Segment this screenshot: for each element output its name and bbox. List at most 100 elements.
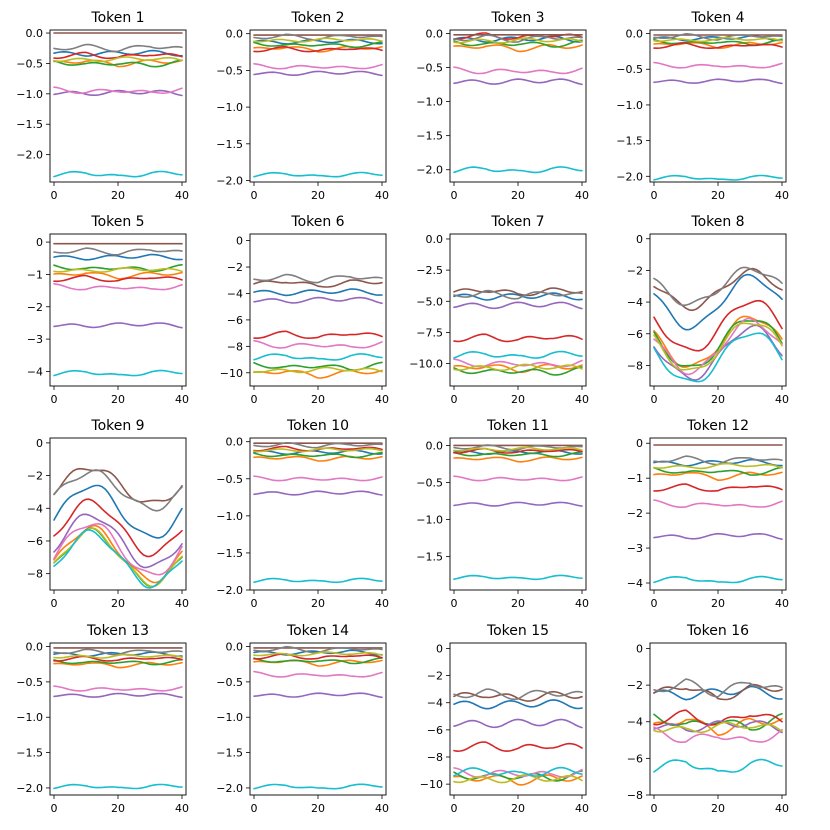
ytick-label: 0.0 [26, 641, 44, 654]
ytick-label: −7.5 [416, 326, 443, 339]
series-line-0 [53, 253, 183, 261]
series-line-0 [653, 458, 783, 467]
series-line-0 [253, 449, 383, 456]
ytick-label: −6 [627, 752, 643, 765]
series-line-2 [453, 39, 583, 48]
series-line-3 [453, 741, 583, 753]
xtick-label: 40 [575, 189, 589, 202]
xtick-label: 40 [575, 802, 589, 815]
xtick-label: 20 [311, 393, 325, 406]
plot-frame [449, 233, 587, 387]
series-line-8 [653, 721, 783, 734]
series-line-3 [53, 655, 183, 662]
series-line-6 [453, 475, 583, 482]
series-line-9 [53, 528, 183, 589]
xtick-label: 20 [511, 802, 525, 815]
series-line-9 [253, 577, 383, 584]
xtick-label: 20 [511, 597, 525, 610]
series-line-5 [253, 279, 383, 288]
ytick-label: −2 [427, 670, 443, 683]
ytick-label: −1 [627, 472, 643, 485]
xtick-label: 0 [651, 189, 658, 202]
panel-title: Token 15 [486, 623, 549, 639]
ytick-label: −10 [420, 778, 443, 791]
series-line-8 [253, 366, 383, 374]
series-line-8 [653, 462, 783, 470]
plot-frame [649, 29, 787, 183]
xtick-label: 40 [775, 189, 789, 202]
panel-title: Token 5 [90, 214, 144, 230]
panel-9: Token 9 0 −2 −4 −6 −8 0 20 40 [27, 418, 189, 610]
xtick-label: 40 [175, 802, 189, 815]
ytick-label: 0.0 [226, 641, 244, 654]
xtick-label: 20 [711, 393, 725, 406]
series-line-6 [53, 282, 183, 291]
series-line-0 [653, 685, 783, 701]
panel-title: Token 1 [90, 10, 144, 26]
series-line-3 [53, 274, 183, 283]
series-line-6 [53, 86, 183, 95]
xtick-label: 0 [51, 597, 58, 610]
ytick-label: 0.0 [426, 439, 444, 452]
ytick-label: −2 [627, 264, 643, 277]
series-line-9 [253, 353, 383, 361]
xtick-label: 40 [775, 393, 789, 406]
series-line-4 [653, 720, 783, 734]
xtick-label: 0 [451, 597, 458, 610]
series-line-3 [653, 299, 783, 352]
plot-frame [49, 642, 187, 796]
xtick-label: 0 [251, 802, 258, 815]
ytick-label: −10 [220, 367, 243, 380]
panel-12: Token 12 0 −1 −2 −3 −4 0 20 40 [627, 418, 789, 610]
ytick-label: −2.0 [216, 175, 243, 188]
series-line-6 [53, 522, 183, 576]
ytick-label: −2 [27, 301, 43, 314]
xtick-label: 20 [711, 597, 725, 610]
xtick-label: 20 [111, 802, 125, 815]
ytick-label: −1.0 [416, 96, 443, 109]
series-line-4 [253, 70, 383, 77]
ytick-label: 0.0 [226, 436, 244, 449]
series-line-9 [253, 171, 383, 178]
series-line-7 [53, 469, 183, 512]
panel-1: Token 1 0.0 −0.5 −1.0 −1.5 −2.0 0 20 40 [16, 10, 189, 202]
ytick-label: 0 [636, 642, 643, 655]
series-line-6 [653, 726, 783, 744]
ytick-label: −2.0 [216, 584, 243, 597]
series-line-8 [53, 56, 183, 63]
series-line-6 [253, 475, 383, 482]
ytick-label: 0 [436, 642, 443, 655]
panel-5: Token 5 0 −1 −2 −3 −4 0 20 40 [27, 214, 189, 406]
series-line-9 [453, 766, 583, 777]
xtick-label: 40 [375, 189, 389, 202]
ytick-label: −1.0 [616, 99, 643, 112]
ytick-label: −8 [227, 340, 243, 353]
xtick-label: 40 [175, 189, 189, 202]
ytick-label: −1.5 [216, 747, 243, 760]
series-line-7 [653, 32, 783, 41]
series-line-1 [253, 369, 383, 379]
series-line-2 [453, 451, 583, 458]
series-line-6 [253, 339, 383, 349]
series-line-7 [53, 43, 183, 53]
ytick-label: −8 [627, 359, 643, 372]
ytick-label: −1.5 [216, 138, 243, 151]
ytick-label: 0 [636, 233, 643, 246]
ytick-label: −2.0 [416, 164, 443, 177]
series-line-3 [453, 447, 583, 454]
ytick-label: −2.0 [16, 782, 43, 795]
series-line-3 [53, 498, 183, 558]
ytick-label: −0.5 [616, 63, 643, 76]
ytick-label: −1.5 [416, 551, 443, 564]
series-line-2 [253, 41, 383, 49]
ytick-label: −4 [227, 287, 243, 300]
panel-4: Token 4 0.0 −0.5 −1.0 −1.5 −2.0 0 20 40 [616, 10, 789, 202]
xtick-label: 20 [311, 189, 325, 202]
xtick-label: 0 [651, 597, 658, 610]
ytick-label: −1.0 [216, 711, 243, 724]
series-line-9 [53, 170, 183, 178]
series-line-6 [253, 62, 383, 70]
plot-frame [649, 233, 787, 387]
xtick-label: 40 [775, 802, 789, 815]
ytick-label: −2.0 [216, 782, 243, 795]
